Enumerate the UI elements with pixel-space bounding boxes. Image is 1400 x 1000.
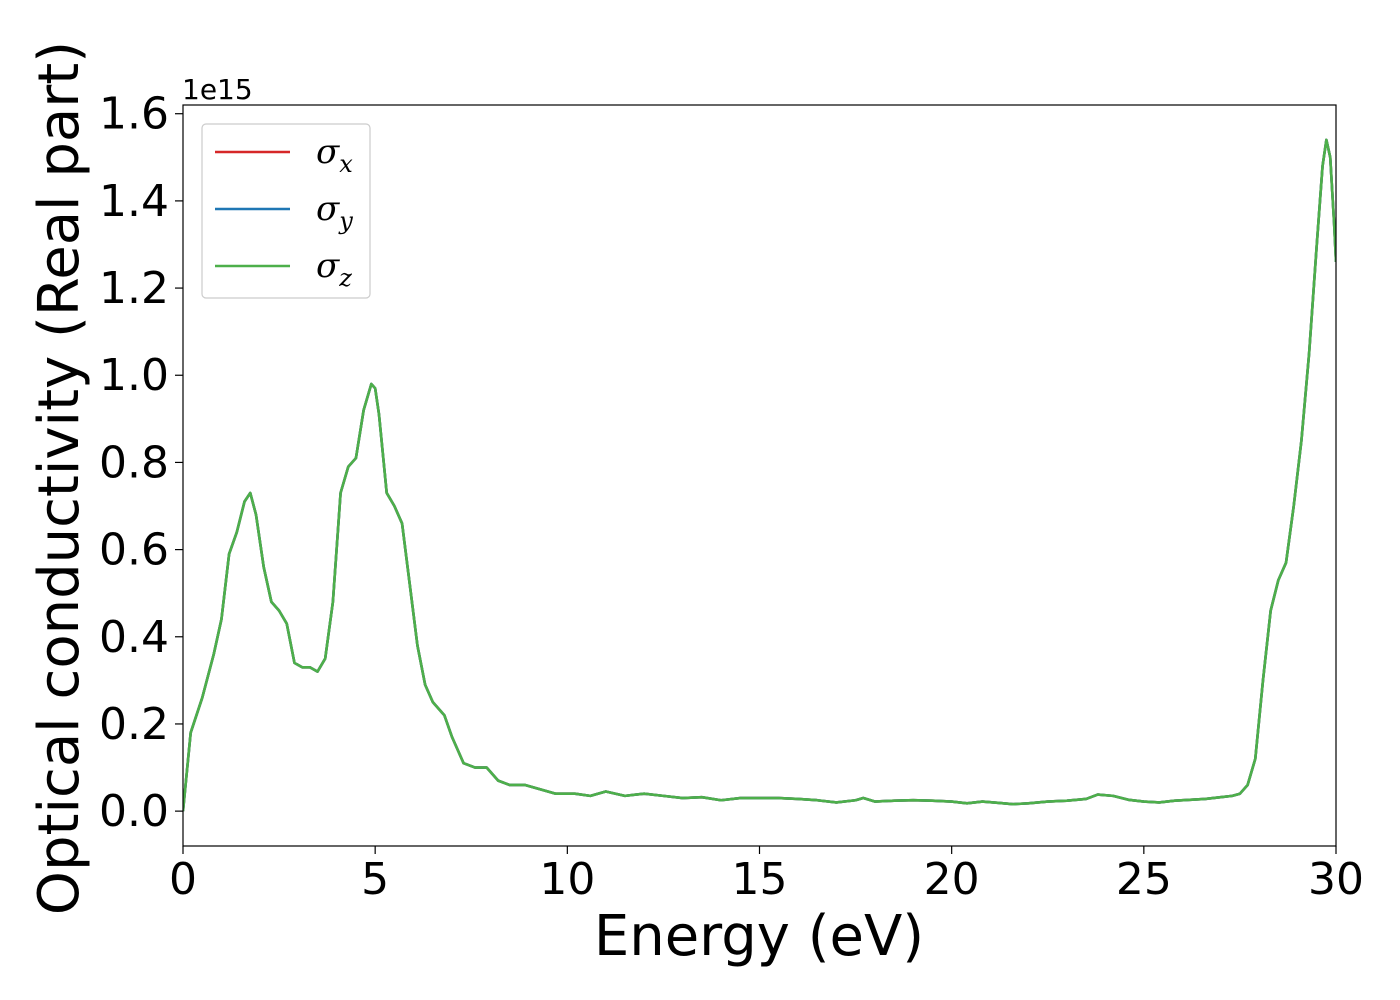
legend-label-y: σy (316, 189, 353, 235)
y-tick-label: 0.8 (99, 437, 169, 488)
legend-box (201, 123, 371, 299)
x-tick-label: 15 (732, 854, 788, 905)
x-tick-label: 0 (169, 854, 197, 905)
x-tick-label: 5 (361, 854, 389, 905)
series-layer (183, 138, 1336, 812)
y-tick-label: 1.2 (99, 263, 169, 314)
y-tick-label: 1.6 (99, 89, 169, 140)
x-tick-label: 25 (1116, 854, 1172, 905)
x-tick-label: 30 (1308, 854, 1364, 905)
legend: σx σy σz (201, 123, 371, 299)
x-tick-label: 20 (924, 854, 980, 905)
y-tick-label: 0.2 (99, 699, 169, 750)
x-axis-label: Energy (eV) (594, 904, 924, 969)
x-axis: 0 5 10 15 20 25 30 (169, 846, 1364, 905)
x-tick-label: 10 (539, 854, 595, 905)
y-axis-label: Optical conductivity (Real part) (27, 41, 92, 915)
legend-label-z: σz (316, 246, 352, 292)
y-tick-label: 0.0 (99, 786, 169, 837)
y-tick-label: 1.4 (99, 176, 169, 227)
y-tick-label: 1.0 (99, 350, 169, 401)
y-offset-text: 1e15 (182, 73, 253, 106)
series-line-3 (183, 138, 1336, 812)
legend-label-x: σx (316, 132, 353, 178)
y-tick-label: 0.6 (99, 525, 169, 576)
y-tick-label: 0.4 (99, 612, 169, 663)
y-axis: 0.0 0.2 0.4 0.6 0.8 1.0 1.2 1.4 1.6 (99, 89, 183, 837)
